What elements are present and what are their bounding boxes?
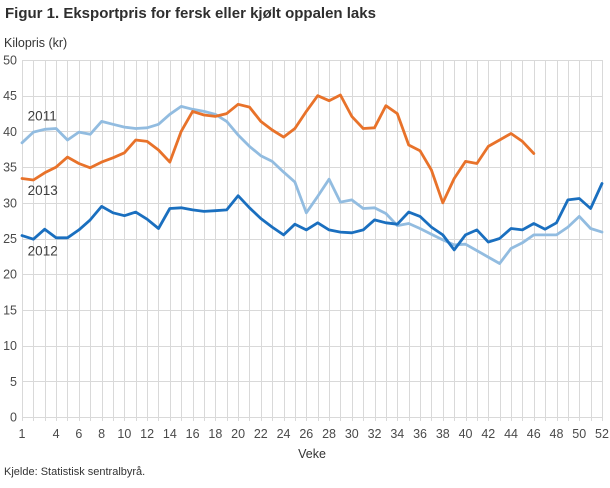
- svg-text:50: 50: [572, 427, 586, 441]
- svg-text:1: 1: [19, 427, 26, 441]
- svg-text:24: 24: [277, 427, 291, 441]
- svg-text:46: 46: [527, 427, 541, 441]
- svg-text:2013: 2013: [28, 183, 58, 198]
- svg-text:2011: 2011: [28, 109, 57, 124]
- x-axis-title: Veke: [298, 447, 326, 461]
- svg-text:15: 15: [3, 303, 17, 317]
- svg-text:20: 20: [231, 427, 245, 441]
- svg-text:26: 26: [299, 427, 313, 441]
- svg-text:0: 0: [10, 411, 17, 425]
- svg-text:25: 25: [3, 232, 17, 246]
- svg-text:10: 10: [117, 427, 131, 441]
- svg-text:40: 40: [459, 427, 473, 441]
- figure-title: Figur 1. Eksportpris for fersk eller kjø…: [5, 5, 376, 22]
- svg-text:16: 16: [186, 427, 200, 441]
- y-axis-ticks: 0 5 10 15 20 25 30 35 40 45 50: [3, 54, 17, 425]
- svg-text:30: 30: [3, 196, 17, 210]
- svg-text:18: 18: [208, 427, 222, 441]
- svg-text:44: 44: [504, 427, 518, 441]
- svg-text:36: 36: [413, 427, 427, 441]
- series-labels: 2011 2013 2012: [28, 109, 58, 259]
- series-line-2012: [20, 182, 604, 252]
- series-line-2013: [20, 93, 536, 205]
- svg-text:8: 8: [98, 427, 105, 441]
- svg-text:48: 48: [550, 427, 564, 441]
- svg-text:4: 4: [53, 427, 60, 441]
- svg-text:20: 20: [3, 268, 17, 282]
- svg-text:6: 6: [75, 427, 82, 441]
- svg-text:35: 35: [3, 161, 17, 175]
- svg-text:2012: 2012: [28, 244, 58, 259]
- source-note: Kjelde: Statistisk sentralbyrå.: [4, 466, 146, 478]
- svg-text:14: 14: [163, 427, 177, 441]
- gridlines: [22, 60, 603, 421]
- svg-text:22: 22: [254, 427, 268, 441]
- svg-text:12: 12: [140, 427, 154, 441]
- svg-text:42: 42: [481, 427, 495, 441]
- svg-text:30: 30: [345, 427, 359, 441]
- svg-text:28: 28: [322, 427, 336, 441]
- svg-text:52: 52: [595, 427, 609, 441]
- svg-text:50: 50: [3, 54, 17, 68]
- svg-text:32: 32: [368, 427, 382, 441]
- y-axis-title: Kilopris (kr): [4, 36, 68, 50]
- svg-text:10: 10: [3, 339, 17, 353]
- x-axis-ticks: 1 4 6 8 10 12 14 16 18 20 22 24 26 28 30 32 34 36 38 40 42 44…: [19, 427, 609, 441]
- svg-text:34: 34: [390, 427, 404, 441]
- svg-text:40: 40: [3, 125, 17, 139]
- svg-text:5: 5: [10, 375, 17, 389]
- svg-text:45: 45: [3, 89, 17, 103]
- series-line-2011: [20, 105, 604, 265]
- svg-text:38: 38: [436, 427, 450, 441]
